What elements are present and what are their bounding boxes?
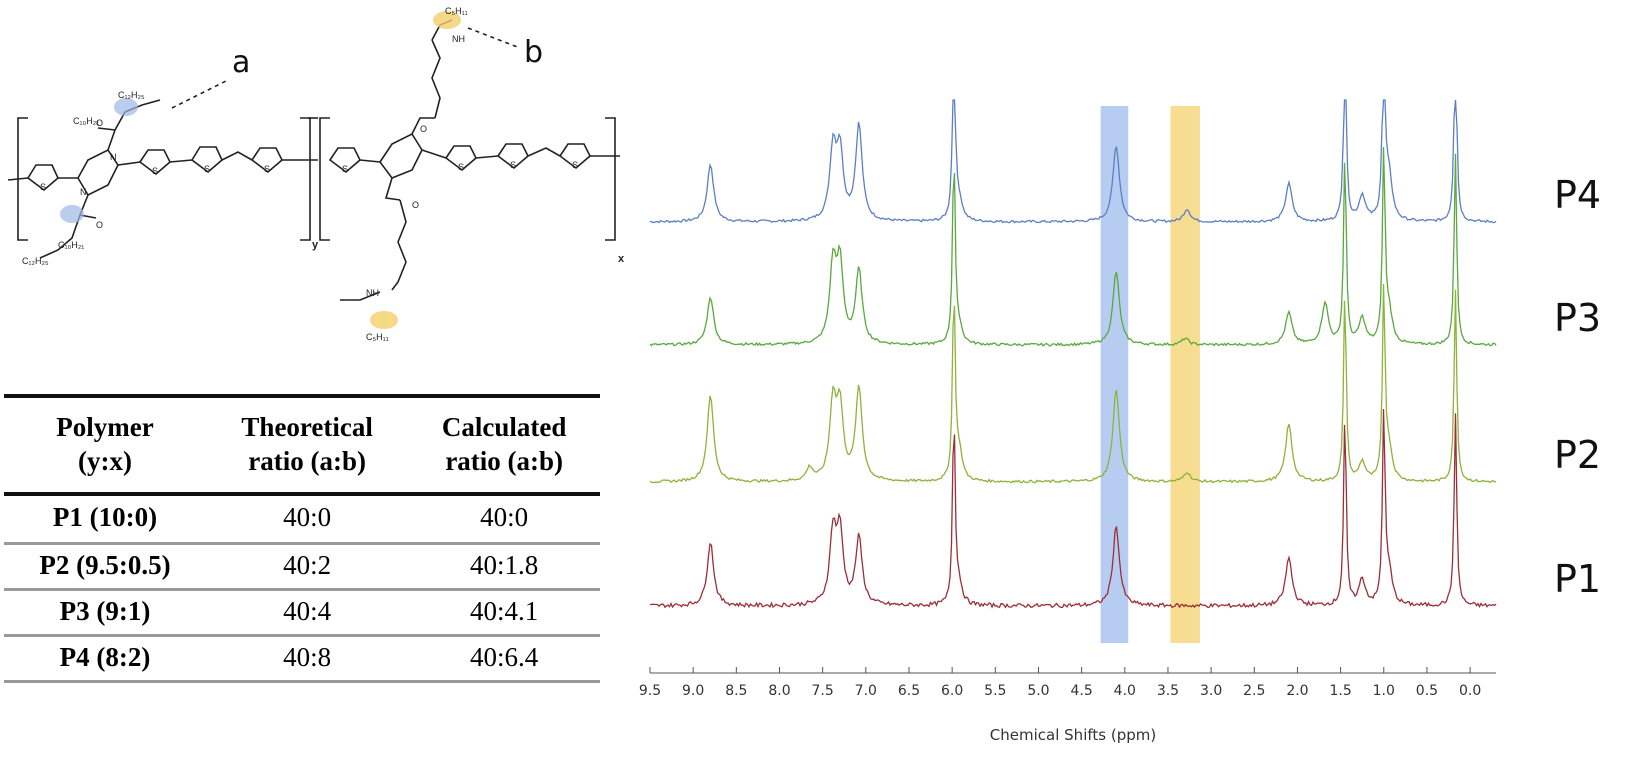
label-o-3: O xyxy=(420,124,427,134)
table-header-rule xyxy=(4,492,600,496)
x-tick-label: 3.0 xyxy=(1200,683,1222,699)
highlight-band-1 xyxy=(1100,106,1129,643)
series-label-p4: P4 xyxy=(1554,173,1601,217)
x-tick-label: 4.5 xyxy=(1070,683,1092,699)
label-x: x xyxy=(618,253,625,265)
x-tick-label: 7.0 xyxy=(855,683,877,699)
cell-theoretical: 40:8 xyxy=(283,641,332,672)
table-row: P4 (8:2) 40:8 40:6.4 xyxy=(4,634,600,680)
cell-theoretical: 40:4 xyxy=(283,595,332,626)
header-polymer: Polymer (y:x) xyxy=(56,412,154,476)
x-tick-label: 0.0 xyxy=(1459,683,1481,699)
spectrum-trace-p4 xyxy=(649,99,1497,224)
x-tick-label: 9.0 xyxy=(682,683,704,699)
label-c10h21-bottom: C₁₀H₂₁ xyxy=(58,240,84,250)
label-o-1: O xyxy=(96,118,103,128)
x-tick-label: 8.5 xyxy=(725,683,747,699)
series-label-p3: P3 xyxy=(1554,296,1601,340)
label-s-8: S xyxy=(572,160,578,170)
table-top-rule xyxy=(4,394,600,398)
nmr-spectrum-chart: P4 P3 P2 P1 9.5 9.0 8.5 8.0 7.5 7.0 6.5 6.0 5.5 5.0 4… xyxy=(639,99,1601,744)
table-row: P1 (10:0) 40:0 40:0 xyxy=(4,492,600,542)
row-rule xyxy=(4,634,600,637)
x-tick-label: 4.0 xyxy=(1114,683,1136,699)
x-tick-label: 5.5 xyxy=(984,683,1006,699)
label-s-6: S xyxy=(458,162,464,172)
label-n-2: N xyxy=(80,187,87,197)
label-s-5: S xyxy=(342,164,348,174)
spectrum-trace-p1 xyxy=(649,408,1497,609)
row-rule xyxy=(4,542,600,545)
x-tick-label: 1.5 xyxy=(1329,683,1351,699)
series-label-p2: P2 xyxy=(1554,433,1601,477)
label-c12h25-bottom: C₁₂H₂₅ xyxy=(22,256,49,266)
x-tick-label: 0.5 xyxy=(1416,683,1438,699)
label-s-3: S xyxy=(204,164,210,174)
header-theoretical: Theoretical ratio (a:b) xyxy=(241,412,373,476)
label-s-7: S xyxy=(510,160,516,170)
label-y: y xyxy=(312,239,319,251)
x-tick-label: 2.5 xyxy=(1243,683,1265,699)
label-a: a xyxy=(232,45,250,80)
table-header-row: Polymer (y:x) Theoretical ratio (a:b) Calc… xyxy=(4,396,600,492)
x-tick-label: 7.5 xyxy=(812,683,834,699)
ratio-table: Polymer (y:x) Theoretical ratio (a:b) Calc… xyxy=(4,396,600,680)
label-nh-top: NH xyxy=(452,34,465,44)
x-tick-label: 3.5 xyxy=(1157,683,1179,699)
label-c12h25-top: C₁₂H₂₅ xyxy=(118,90,145,100)
label-c5h11-bottom: C₅H₁₁ xyxy=(366,332,389,342)
table-row: P2 (9.5:0.5) 40:2 40:1.8 xyxy=(4,542,600,588)
row-rule xyxy=(4,680,600,683)
label-c5h11-top: C₅H₁₁ xyxy=(445,6,468,16)
x-tick-label: 1.0 xyxy=(1373,683,1395,699)
cell-theoretical: 40:0 xyxy=(283,501,332,532)
cell-polymer: P2 (9.5:0.5) xyxy=(39,549,171,580)
header-calculated: Calculated ratio (a:b) xyxy=(441,412,567,476)
label-o-2: O xyxy=(96,220,103,230)
label-s-2: S xyxy=(152,166,158,176)
cell-polymer: P4 (8:2) xyxy=(59,641,151,672)
x-tick-label: 9.5 xyxy=(639,683,661,699)
label-c10h21-top: C₁₀H₂₁ xyxy=(73,116,99,126)
row-rule xyxy=(4,588,600,591)
spectrum-trace-p2 xyxy=(649,283,1497,484)
x-tick-label: 6.5 xyxy=(898,683,920,699)
spectrum-trace-p3 xyxy=(649,146,1497,347)
cell-calculated: 40:1.8 xyxy=(470,549,539,580)
x-tick-label: 5.0 xyxy=(1027,683,1049,699)
x-tick-label: 6.0 xyxy=(941,683,963,699)
cell-theoretical: 40:2 xyxy=(283,549,332,580)
cell-polymer: P3 (9:1) xyxy=(59,595,151,626)
highlight-band-2 xyxy=(1170,106,1200,643)
label-s-4: S xyxy=(264,164,270,174)
label-nh-bottom: NH xyxy=(366,288,379,298)
label-n-1: N xyxy=(110,152,117,162)
cell-polymer: P1 (10:0) xyxy=(52,501,158,532)
x-tick-label: 2.0 xyxy=(1286,683,1308,699)
label-o-4: O xyxy=(412,200,419,210)
label-s-1: S xyxy=(40,182,46,192)
cell-calculated: 40:4.1 xyxy=(470,595,539,626)
x-tick-label: 8.0 xyxy=(768,683,790,699)
series-label-p1: P1 xyxy=(1554,557,1601,601)
cell-calculated: 40:6.4 xyxy=(470,641,539,672)
cell-calculated: 40:0 xyxy=(480,501,529,532)
label-b: b xyxy=(524,35,543,70)
x-axis-label: Chemical Shifts (ppm) xyxy=(990,726,1156,744)
polymer-structure: C₁₀H₂₁ C₁₂H₂₅ C₁₀H₂₁ C₁₂H₂₅ C₅H₁₁ NH NH … xyxy=(7,6,625,342)
table-row: P3 (9:1) 40:4 40:4.1 xyxy=(4,588,600,634)
